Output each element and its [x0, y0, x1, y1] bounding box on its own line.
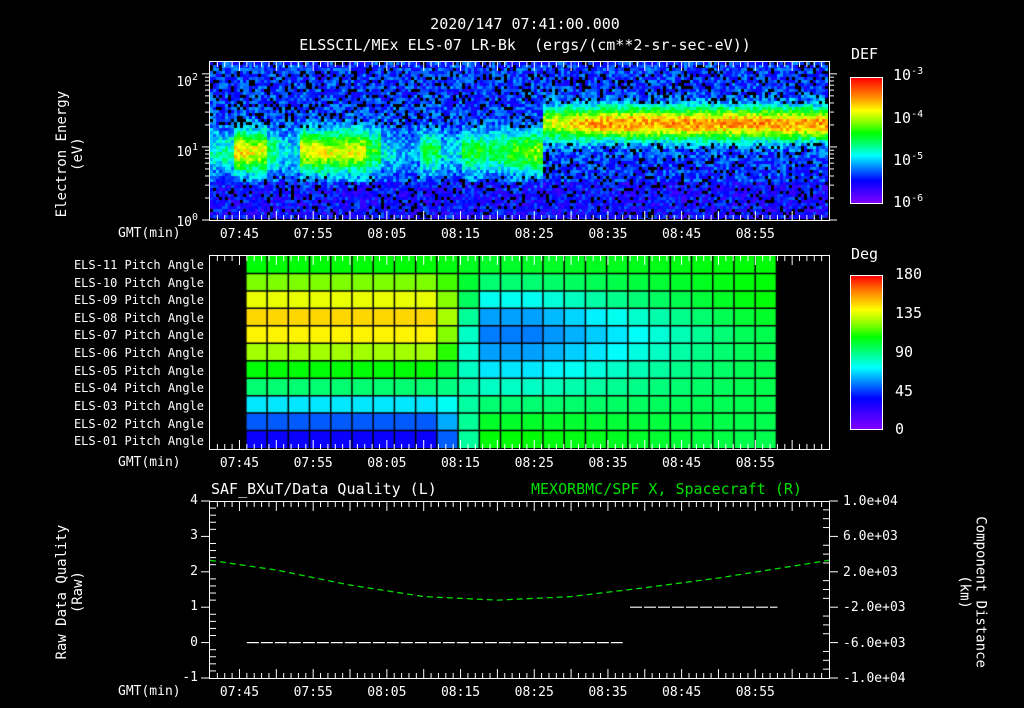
row-label-els-02: ELS-02 Pitch Angle — [73, 417, 204, 431]
xtick-label: 08:35 — [588, 227, 628, 242]
xtick-label: 08:55 — [735, 227, 775, 242]
row-label-els-04: ELS-04 Pitch Angle — [73, 381, 204, 395]
colorbar1-tick-1e-3: 10-3 — [893, 66, 924, 84]
right-ytick-label: 1.0e+04 — [843, 494, 898, 509]
panel3-title-left: SAF_BXuT/Data Quality (L) — [211, 480, 437, 498]
xtick-label: 08:55 — [735, 456, 775, 471]
row-label-els-05: ELS-05 Pitch Angle — [73, 364, 204, 378]
panel3-ylabel-right-line2: (km) — [956, 575, 973, 609]
row-label-els-03: ELS-03 Pitch Angle — [73, 399, 204, 413]
spectrogram-panel — [209, 61, 830, 221]
colorbar2-tick-45: 45 — [895, 382, 914, 400]
colorbar1-title: DEF — [851, 45, 879, 63]
xtick-label: 07:55 — [293, 227, 333, 242]
right-ytick-label: 6.0e+03 — [843, 529, 898, 545]
xtick-label: 07:55 — [293, 685, 333, 700]
panel3-xlabel: GMT(min) — [118, 684, 181, 699]
pitch-angle-panel — [209, 255, 830, 450]
pitch-angle-canvas — [210, 256, 828, 448]
spectrogram-canvas — [210, 62, 828, 219]
left-ytick-label: 1 — [190, 599, 198, 615]
colorbar2-tick-90: 90 — [895, 343, 914, 361]
right-ytick-label: -1.0e+04 — [843, 671, 906, 686]
row-label-els-06: ELS-06 Pitch Angle — [73, 346, 204, 360]
colorbar1-tick-1e-4: 10-4 — [893, 109, 924, 127]
panel3-title-right: MEXORBMC/SPF X, Spacecraft (R) — [531, 480, 802, 498]
colorbar1-tick-1e-5: 10-5 — [893, 151, 924, 169]
xtick-label: 08:25 — [514, 685, 554, 700]
panel3-ylabel-right: Component Distance (km) — [956, 500, 989, 685]
xtick-label: 08:15 — [440, 227, 481, 242]
plot-timestamp: 2020/147 07:41:00.000 — [430, 15, 620, 33]
colorbar1-gradient — [850, 77, 883, 204]
right-ytick-label: 2.0e+03 — [843, 564, 898, 580]
row-label-els-01: ELS-01 Pitch Angle — [73, 434, 204, 448]
panel1-ytick-10: 101 — [176, 142, 198, 160]
xtick-label: 08:25 — [514, 227, 554, 242]
colorbar1-tick-1e-6: 10-6 — [893, 193, 924, 211]
spacecraft-x-line — [209, 559, 830, 601]
xtick-label: 08:45 — [662, 227, 702, 242]
xtick-label: 08:35 — [588, 685, 628, 700]
right-ytick-label: -6.0e+03 — [843, 635, 906, 651]
xtick-label: 07:45 — [219, 227, 260, 242]
panel1-ytick-100: 102 — [176, 72, 198, 90]
xtick-label: 08:15 — [440, 456, 481, 471]
row-label-els-07: ELS-07 Pitch Angle — [73, 328, 204, 342]
xtick-label: 08:15 — [440, 685, 481, 700]
colorbar2-tick-0: 0 — [895, 420, 905, 438]
right-ytick-label: -2.0e+03 — [843, 600, 906, 616]
panel2-xlabel: GMT(min) — [118, 455, 181, 470]
xtick-label: 07:45 — [219, 456, 260, 471]
xtick-label: 08:25 — [514, 456, 554, 471]
colorbar2-title: Deg — [851, 245, 879, 263]
left-ytick-label: 0 — [190, 634, 198, 650]
xtick-label: 08:45 — [662, 685, 702, 700]
row-label-els-10: ELS-10 Pitch Angle — [73, 276, 204, 290]
xtick-label: 08:45 — [662, 456, 702, 471]
left-ytick-label: 3 — [190, 528, 198, 544]
row-label-els-08: ELS-08 Pitch Angle — [73, 311, 204, 325]
colorbar2-tick-180: 180 — [895, 265, 923, 283]
colorbar2-gradient — [850, 275, 883, 430]
panel1-xlabel: GMT(min) — [118, 226, 181, 241]
left-ytick-label: 2 — [190, 563, 198, 579]
left-ytick-label: -1 — [182, 670, 198, 685]
colorbar2-tick-135: 135 — [895, 304, 923, 322]
xtick-label: 07:45 — [219, 685, 260, 700]
row-label-els-11: ELS-11 Pitch Angle — [73, 258, 204, 272]
xtick-label: 08:35 — [588, 456, 628, 471]
plot-title: ELSSCIL/MEx ELS-07 LR-Bk (ergs/(cm**2-sr… — [299, 36, 751, 54]
xtick-label: 08:05 — [367, 456, 407, 471]
left-ytick-label: 4 — [190, 493, 198, 508]
xtick-label: 08:55 — [735, 685, 775, 700]
panel3-ylabel-right-line1: Component Distance — [972, 516, 989, 668]
xtick-label: 08:05 — [367, 685, 407, 700]
xtick-label: 08:05 — [367, 227, 407, 242]
row-label-els-09: ELS-09 Pitch Angle — [73, 293, 204, 307]
xtick-label: 07:55 — [293, 456, 333, 471]
panel1-ytick-1: 100 — [176, 212, 198, 230]
line-plot-panel — [209, 501, 830, 679]
